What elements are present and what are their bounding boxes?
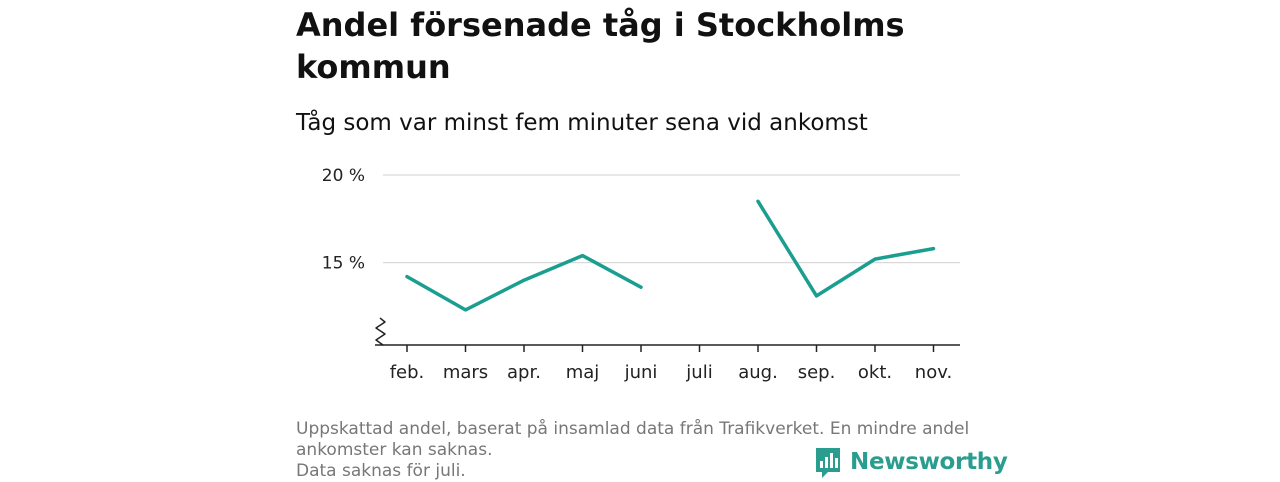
x-tick-label: nov. (915, 362, 952, 383)
chart-subtitle: Tåg som var minst fem minuter sena vid a… (296, 110, 868, 136)
series-line-segment (756, 199, 936, 298)
series-line-segment (405, 253, 643, 312)
x-tick-label: mars (443, 362, 488, 383)
x-tick-label: sep. (798, 362, 836, 383)
x-tick-label: feb. (390, 362, 425, 383)
footnotes: Uppskattad andel, baserat på insamlad da… (296, 419, 996, 482)
newsworthy-logo: Newsworthy (814, 445, 1008, 479)
x-tick-label: maj (566, 362, 600, 383)
y-tick-label: 20 % (322, 166, 365, 186)
x-tick-label: juni (624, 362, 658, 383)
x-axis-ticks: feb. mars apr. maj juni juli aug. sep. okt. nov. (390, 345, 952, 383)
footnote-line: ankomster kan saknas. (296, 440, 493, 460)
x-tick-label: juli (685, 362, 712, 383)
series-lines (405, 199, 936, 312)
brand-name: Newsworthy (850, 449, 1008, 475)
y-axis-ticks: 15 % 20 % (322, 166, 365, 274)
x-tick-label: okt. (858, 362, 892, 383)
chart-title: Andel försenade tåg i Stockholms kommun (296, 6, 905, 86)
footnote-line: Uppskattad andel, baserat på insamlad da… (296, 419, 970, 439)
line-chart: 15 % 20 % feb. mars apr. maj juni juli aug. sep.… (322, 166, 960, 383)
footnote-line: Data saknas för juli. (296, 461, 466, 481)
x-tick-label: apr. (507, 362, 541, 383)
x-tick-label: aug. (738, 362, 778, 383)
newsworthy-logo-icon (816, 448, 840, 478)
gridlines (383, 174, 960, 264)
y-tick-label: 15 % (322, 254, 365, 274)
axis-break-icon (375, 317, 386, 346)
